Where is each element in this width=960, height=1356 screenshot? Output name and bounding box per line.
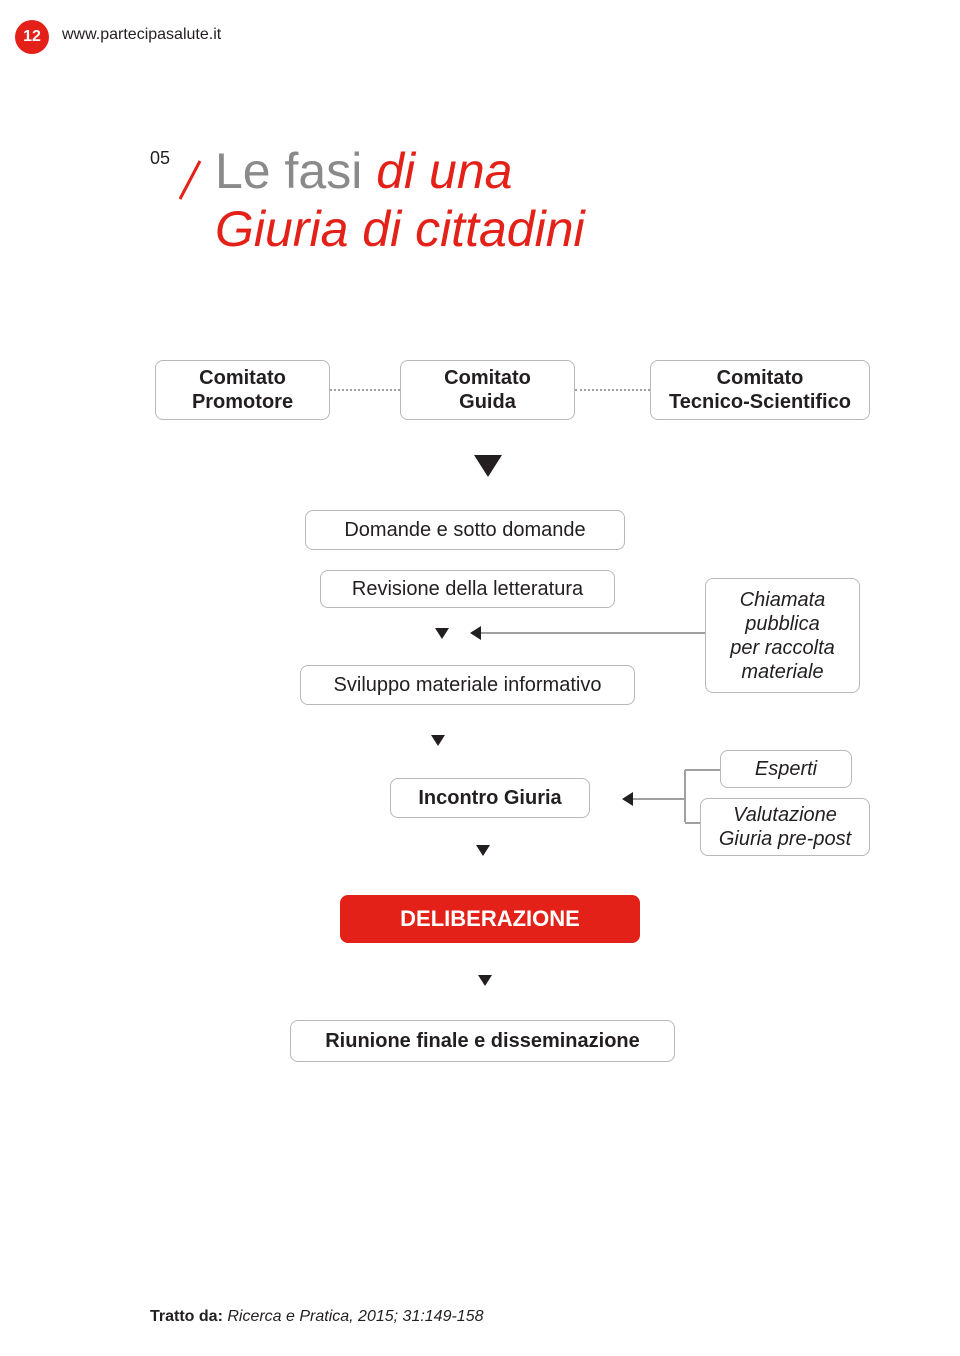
node-label: Esperti xyxy=(755,757,817,781)
page-number-badge: 12 xyxy=(15,20,49,54)
arrow-down-icon xyxy=(474,455,502,477)
node-riunione: Riunione finale e disseminazione xyxy=(290,1020,675,1062)
title-part2: di una xyxy=(376,143,512,199)
arrow-down-icon xyxy=(478,975,492,986)
node-label: Riunione finale e disseminazione xyxy=(325,1029,640,1053)
connector-solid xyxy=(684,770,686,822)
node-label: Domande e sotto domande xyxy=(344,518,585,542)
node-label: ValutazioneGiuria pre-post xyxy=(719,803,851,851)
node-revisione: Revisione della letteratura xyxy=(320,570,615,608)
arrow-down-icon xyxy=(431,735,445,746)
node-guida: ComitatoGuida xyxy=(400,360,575,420)
slash-icon xyxy=(175,157,205,207)
citation: Tratto da: Ricerca e Pratica, 2015; 31:1… xyxy=(150,1308,484,1326)
arrow-down-icon xyxy=(435,628,449,639)
node-label: DELIBERAZIONE xyxy=(400,906,580,932)
node-label: Revisione della letteratura xyxy=(352,577,583,601)
node-chiamata: Chiamatapubblicaper raccoltamateriale xyxy=(705,578,860,693)
node-label: Incontro Giuria xyxy=(418,786,561,810)
node-label: ComitatoTecnico-Scientifico xyxy=(669,366,851,414)
connector-solid xyxy=(633,798,685,800)
node-valutazione: ValutazioneGiuria pre-post xyxy=(700,798,870,856)
node-label: ComitatoGuida xyxy=(444,366,531,414)
node-domande: Domande e sotto domande xyxy=(305,510,625,550)
connector-solid xyxy=(685,769,720,771)
section-number: 05 xyxy=(150,148,170,169)
node-label: Chiamatapubblicaper raccoltamateriale xyxy=(730,588,835,684)
title-part1: Le fasi xyxy=(215,143,376,199)
citation-label: Tratto da: xyxy=(150,1308,227,1325)
node-tecnico: ComitatoTecnico-Scientifico xyxy=(650,360,870,420)
node-esperti: Esperti xyxy=(720,750,852,788)
node-deliberazione: DELIBERAZIONE xyxy=(340,895,640,943)
page-url: www.partecipasalute.it xyxy=(62,26,221,44)
citation-source: Ricerca e Pratica, 2015; 31:149-158 xyxy=(227,1308,483,1325)
node-incontro: Incontro Giuria xyxy=(390,778,590,818)
node-sviluppo: Sviluppo materiale informativo xyxy=(300,665,635,705)
page-title: Le fasi di una Giuria di cittadini xyxy=(215,143,585,258)
node-label: Sviluppo materiale informativo xyxy=(334,673,602,697)
title-line2: Giuria di cittadini xyxy=(215,201,585,257)
connector-dotted xyxy=(575,389,650,391)
connector-solid xyxy=(481,632,705,634)
arrow-down-icon xyxy=(476,845,490,856)
node-promotore: ComitatoPromotore xyxy=(155,360,330,420)
connector-solid xyxy=(685,822,700,824)
node-label: ComitatoPromotore xyxy=(192,366,293,414)
arrow-left-icon xyxy=(470,626,481,640)
arrow-left-icon xyxy=(622,792,633,806)
connector-dotted xyxy=(330,389,400,391)
